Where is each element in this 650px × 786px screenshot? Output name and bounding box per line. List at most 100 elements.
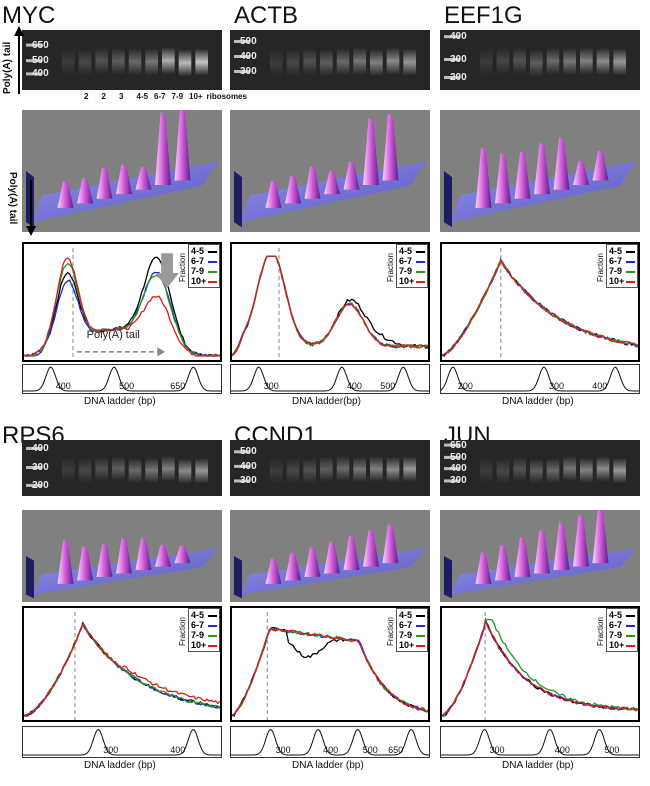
gel-lane	[178, 458, 192, 484]
gel-lane	[386, 47, 400, 75]
gel-lane	[270, 458, 283, 484]
lane-label: 7-9	[171, 92, 184, 101]
legend-swatch	[208, 645, 217, 647]
gel-image-rps6	[22, 440, 222, 496]
gel-lane	[480, 457, 493, 484]
gel-lane	[403, 48, 416, 76]
gel-lane	[336, 48, 350, 76]
gel-lane	[580, 47, 593, 75]
ladder-trace-line	[23, 366, 221, 392]
gel-lane	[353, 456, 366, 483]
polyA-up-arrow-icon	[14, 26, 24, 94]
gel-marker-band	[444, 467, 460, 471]
gel-lane	[563, 47, 576, 75]
legend: 4-5 6-7 7-9 10+	[606, 244, 638, 288]
ladder-peak-label: 650	[170, 381, 186, 391]
legend-entry: 6-7	[399, 620, 425, 630]
gel-lane	[112, 47, 125, 75]
surface-ridge	[116, 164, 132, 195]
gel-lane	[546, 457, 560, 484]
legend-swatch	[416, 625, 425, 627]
profile-line-10+	[24, 623, 220, 717]
gel-marker-label: 300	[450, 475, 467, 487]
lane-label: 4-5	[136, 92, 149, 101]
legend-label: 7-9	[609, 266, 623, 276]
gel-lane	[320, 49, 333, 77]
profile-line-10+	[232, 255, 428, 357]
legend-label: 10+	[191, 640, 207, 650]
surface-ridge	[304, 166, 321, 199]
gel-marker-label: 500	[240, 36, 257, 47]
legend-entry: 7-9	[609, 266, 635, 276]
gel-marker-band	[234, 40, 250, 43]
surface-ridge	[534, 529, 550, 574]
gel-marker-label: 300	[450, 54, 467, 65]
gel-lane	[370, 456, 383, 482]
fraction-label: Fraction	[386, 617, 395, 646]
profile-plot-myc	[22, 242, 222, 362]
dna-ladder-trace-ccnd1	[230, 726, 430, 758]
legend-swatch	[208, 251, 217, 253]
legend: 4-5 6-7 7-9 10+	[188, 608, 220, 652]
gel-marker-band	[26, 43, 42, 47]
legend-swatch	[208, 261, 217, 263]
gel-bands	[444, 443, 626, 484]
profile-line-10+	[24, 257, 220, 357]
surface-ridge	[285, 552, 301, 581]
gel-bands	[26, 446, 208, 487]
legend-label: 6-7	[191, 620, 205, 630]
gel-bands	[26, 43, 208, 77]
polyA-arrowhead-icon	[157, 347, 166, 357]
ladder-peak-label: 400	[592, 381, 608, 391]
legend-label: 10+	[191, 276, 207, 286]
gel-image-jun	[440, 440, 640, 496]
gel-marker-band	[444, 443, 460, 447]
legend-entry: 10+	[609, 276, 635, 286]
fraction-label: Fraction	[596, 253, 605, 282]
surface-ridge	[135, 537, 152, 571]
legend: 4-5 6-7 7-9 10+	[396, 244, 428, 288]
shift-arrow-icon	[155, 253, 179, 289]
gel-lane	[62, 457, 75, 483]
legend-entry: 10+	[399, 276, 425, 286]
legend-label: 4-5	[609, 246, 623, 256]
surface-ridge	[553, 137, 570, 190]
legend-entry: 4-5	[399, 610, 425, 620]
legend-swatch	[416, 615, 425, 617]
gel-marker-band	[234, 464, 250, 468]
gel-bands	[444, 35, 626, 79]
surface-ridge	[324, 541, 340, 574]
surface-ridge	[77, 177, 93, 204]
polyA-axis-label-surface: Poly(A) tail	[7, 172, 18, 225]
legend-label: 6-7	[399, 620, 413, 630]
gel-lane	[613, 457, 626, 484]
ladder-peak-label: 400	[170, 745, 186, 755]
gel-lane	[270, 49, 283, 77]
gel-lane	[303, 457, 316, 484]
gel-marker-band	[234, 479, 250, 483]
surface-ridge	[553, 522, 570, 571]
lane-label: ribosomes	[206, 92, 247, 101]
gel-marker-band	[444, 455, 460, 459]
surface-ridge	[116, 538, 132, 574]
legend-label: 6-7	[609, 620, 623, 630]
legend-entry: 4-5	[191, 610, 217, 620]
legend-entry: 4-5	[399, 246, 425, 256]
surface-edge	[444, 171, 452, 228]
gel-lane	[162, 47, 175, 75]
gel-image-myc	[22, 30, 222, 90]
gel-lane	[162, 455, 175, 482]
surface-ridge	[382, 524, 399, 564]
gel-marker-band	[444, 58, 460, 61]
legend: 4-5 6-7 7-9 10+	[396, 608, 428, 652]
legend-label: 6-7	[399, 256, 413, 266]
gel-lane	[403, 456, 416, 482]
lane-label: 6-7	[154, 92, 166, 101]
gel-lane	[128, 457, 142, 484]
gel-lane	[546, 47, 560, 75]
legend-swatch	[626, 271, 635, 273]
legend-swatch	[626, 281, 635, 283]
legend-entry: 10+	[609, 640, 635, 650]
legend-entry: 4-5	[609, 246, 635, 256]
